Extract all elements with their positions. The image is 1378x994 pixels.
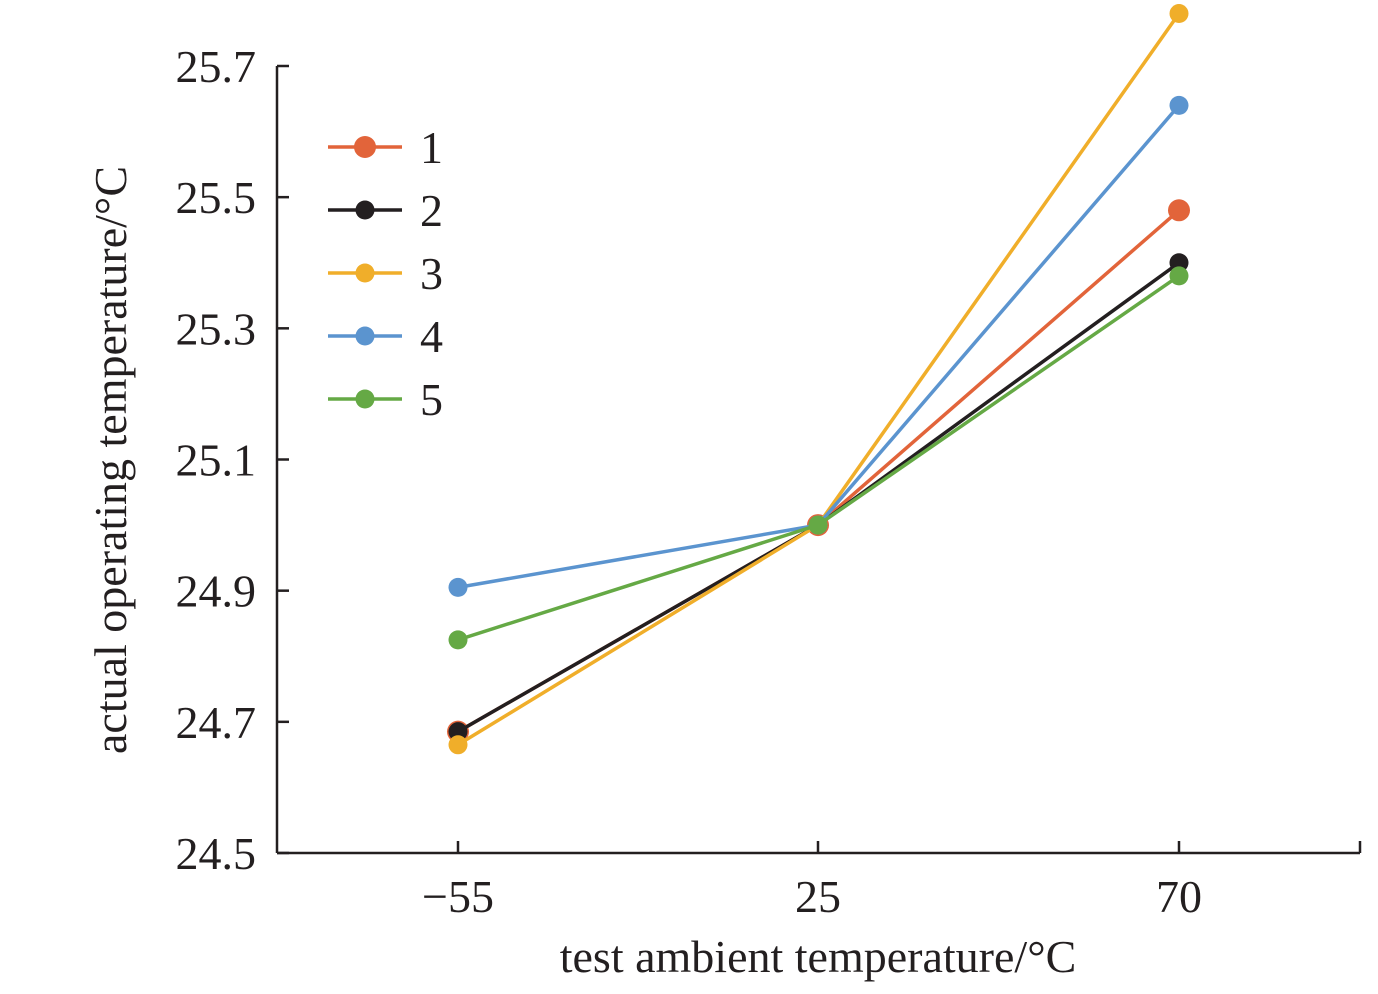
y-tick-label: 25.7 [176,41,257,92]
y-tick-label: 25.1 [176,435,257,486]
y-axis-title: actual operating temperature/°C [85,166,136,754]
data-point [448,735,468,755]
legend-item-4: 4 [328,311,443,362]
x-tick-label: −55 [422,871,494,922]
legend-item-1: 1 [328,122,443,173]
series-line [457,208,1181,734]
y-tick-label: 25.3 [176,303,257,354]
data-point [1169,266,1189,286]
data-point [448,577,468,597]
legend-marker [355,326,375,346]
y-tick-label: 24.7 [176,697,257,748]
legend-marker [354,136,376,158]
series-line [457,12,1181,747]
legend-label: 5 [420,374,443,425]
data-point [448,630,468,650]
legend-label: 2 [420,185,443,236]
y-tick-label: 25.5 [176,172,257,223]
data-point [1168,199,1190,222]
legend: 1 2 3 4 5 [328,122,443,425]
legend-label: 3 [420,248,443,299]
series-3 [448,4,1189,755]
legend-item-5: 5 [328,374,443,425]
data-point [1169,95,1189,115]
y-tick-label: 24.5 [176,828,257,879]
legend-marker [355,389,375,409]
series-1 [447,199,1190,743]
legend-label: 1 [420,122,443,173]
series-line [457,261,1181,734]
data-point [448,722,468,742]
y-tick-label: 24.9 [176,566,257,617]
legend-item-3: 3 [328,248,443,299]
data-point [808,515,828,535]
data-point [1169,253,1189,273]
series-group [447,4,1190,755]
x-tick-label: 70 [1156,871,1202,922]
data-point [1169,4,1189,24]
x-tick-label: 25 [795,871,841,922]
x-axis-title: test ambient temperature/°C [560,931,1077,982]
series-2 [448,253,1189,742]
legend-marker [355,200,375,220]
axes: 24.524.724.925.125.325.525.7−55 25 70 [176,41,1362,922]
legend-item-2: 2 [328,185,443,236]
legend-marker [355,263,375,283]
series-line [457,274,1180,642]
series-5 [448,266,1189,650]
legend-label: 4 [420,311,443,362]
